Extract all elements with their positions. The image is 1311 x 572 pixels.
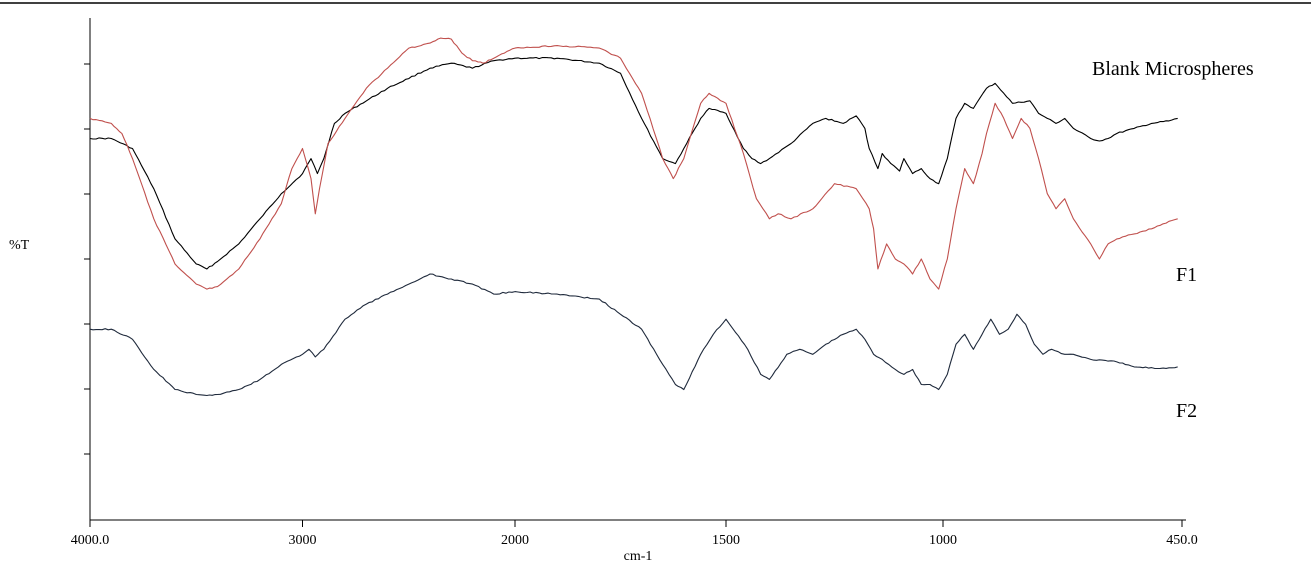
- series-layer: Blank Microspheres F1 F2: [89, 37, 1254, 422]
- series-line-f1: [89, 37, 1178, 290]
- x-axis-ticks: 4000.0 3000 2000 1500 1000 450.0: [71, 520, 1198, 548]
- x-tick-label: 2000: [501, 533, 529, 548]
- x-tick-label: 450.0: [1166, 533, 1198, 548]
- series-line-f2: [89, 273, 1178, 397]
- y-axis-minor-ticks: [84, 63, 90, 455]
- x-tick-label: 1500: [712, 533, 740, 548]
- x-tick-label: 4000.0: [71, 533, 110, 548]
- x-tick-label: 3000: [289, 533, 317, 548]
- x-tick-label: 1000: [929, 533, 957, 548]
- series-line-blank-microspheres: [89, 56, 1178, 270]
- y-axis-title: %T: [9, 238, 30, 253]
- series-label: F2: [1176, 400, 1197, 422]
- series-label: F1: [1176, 264, 1197, 286]
- series-label: Blank Microspheres: [1092, 58, 1254, 80]
- x-axis-title: cm-1: [624, 549, 653, 564]
